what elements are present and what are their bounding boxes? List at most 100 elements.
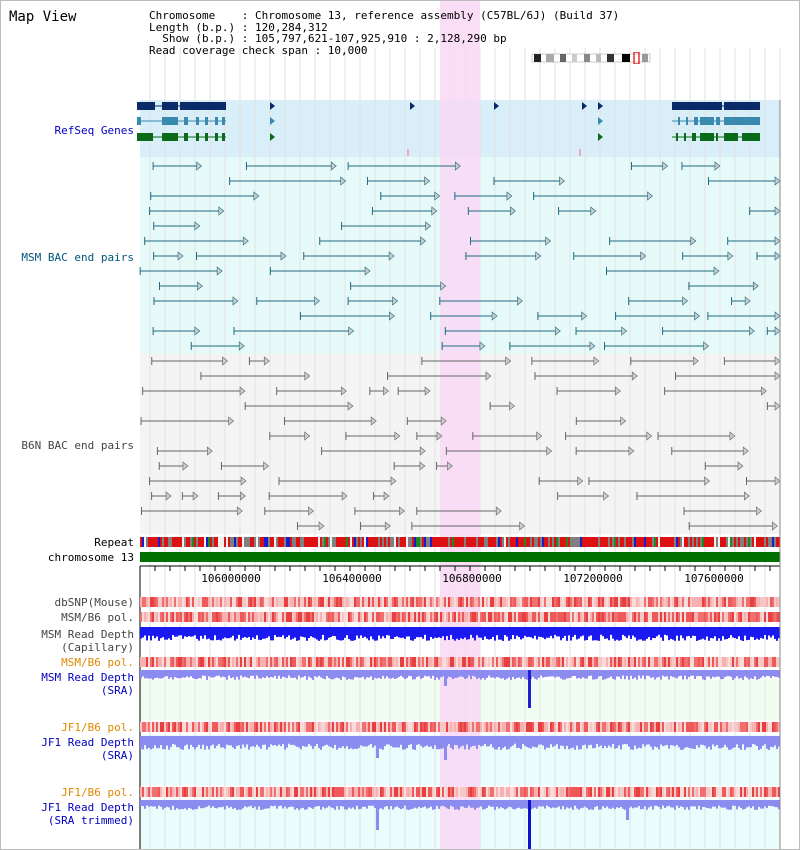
depth-bar	[358, 736, 360, 748]
heat-cell	[234, 657, 236, 667]
heat-cell	[476, 612, 478, 622]
track-label-repeat[interactable]: Repeat	[94, 536, 134, 549]
depth-bar	[690, 800, 692, 807]
depth-bar	[708, 800, 710, 809]
track-label-jf1-depth-trimmed[interactable]: JF1 Read Depth	[41, 801, 134, 814]
heat-cell	[380, 722, 382, 732]
heat-cell	[492, 787, 494, 797]
heat-cell	[712, 657, 714, 667]
heat-cell	[588, 657, 590, 667]
track-label-msm-b6-pol-1[interactable]: MSM/B6 pol.	[61, 611, 134, 624]
depth-bar	[426, 670, 428, 677]
track-label-msm-b6-pol-2[interactable]: MSM/B6 pol.	[61, 656, 134, 669]
heat-cell	[564, 722, 566, 732]
heat-cell	[366, 597, 368, 607]
heat-cell	[588, 612, 590, 622]
heat-cell	[762, 722, 764, 732]
heat-cell	[234, 597, 236, 607]
repeat-segment	[262, 537, 264, 547]
depth-bar	[494, 800, 496, 810]
track-label-jf1-b6-pol-1[interactable]: JF1/B6 pol.	[61, 721, 134, 734]
track-label-b6n-bac[interactable]: B6N BAC end pairs	[21, 439, 134, 452]
depth-bar	[382, 800, 384, 810]
depth-bar	[148, 670, 150, 679]
depth-bar	[396, 670, 398, 679]
depth-bar	[600, 670, 602, 677]
heat-cell	[274, 657, 276, 667]
depth-bar	[426, 627, 428, 641]
heat-cell	[712, 612, 714, 622]
bac-pair-arrow	[263, 356, 270, 366]
heat-cell	[718, 787, 720, 797]
heat-cell	[462, 722, 464, 732]
depth-bar	[176, 800, 178, 809]
depth-bar	[520, 670, 522, 679]
heat-cell	[684, 722, 686, 732]
depth-bar	[362, 800, 364, 807]
gene-exon	[137, 102, 155, 110]
depth-bar	[522, 736, 524, 745]
heat-cell	[546, 787, 548, 797]
heat-cell	[236, 787, 238, 797]
heat-cell	[588, 597, 590, 607]
heat-cell	[660, 597, 662, 607]
heat-cell	[254, 612, 256, 622]
track-label-refseq[interactable]: RefSeq Genes	[54, 124, 134, 137]
chromosome-ideogram[interactable]	[530, 52, 651, 64]
repeat-segment	[476, 537, 478, 547]
heat-cell	[222, 612, 224, 622]
heat-cell	[610, 612, 612, 622]
track-label-msm-depth-capillary[interactable]: MSM Read Depth	[41, 628, 134, 641]
heat-cell	[280, 597, 282, 607]
depth-bar	[316, 670, 318, 678]
heat-cell	[640, 597, 642, 607]
depth-bar	[498, 670, 500, 678]
track-label-chromosome[interactable]: chromosome 13	[47, 551, 134, 564]
depth-bar	[522, 627, 524, 639]
heat-cell	[346, 657, 348, 667]
repeat-segment	[174, 537, 176, 547]
depth-bar	[470, 670, 472, 680]
depth-bar	[490, 627, 492, 639]
depth-bar	[520, 736, 522, 750]
heat-cell	[140, 612, 142, 622]
track-label-jf1-b6-pol-2[interactable]: JF1/B6 pol.	[61, 786, 134, 799]
heat-cell	[754, 657, 756, 667]
repeat-segment	[360, 537, 362, 547]
heat-cell	[294, 612, 296, 622]
depth-bar	[452, 736, 454, 750]
heat-cell	[636, 612, 638, 622]
repeat-segment	[196, 537, 198, 547]
track-label-jf1-depth-sra[interactable]: JF1 Read Depth	[41, 736, 134, 749]
depth-bar	[686, 736, 688, 748]
heat-cell	[198, 612, 200, 622]
repeat-segment	[500, 537, 502, 547]
heat-cell	[442, 657, 444, 667]
track-label-msm-bac[interactable]: MSM BAC end pairs	[21, 251, 134, 264]
show-range-info: Show (b.p.) : 105,797,621-107,925,910 : …	[149, 32, 507, 45]
depth-bar	[500, 736, 502, 750]
heat-cell	[446, 612, 448, 622]
depth-bar	[248, 800, 250, 807]
heat-cell	[440, 787, 442, 797]
heat-cell	[570, 722, 572, 732]
heat-cell	[754, 787, 756, 797]
depth-bar	[544, 736, 546, 750]
depth-bar	[682, 627, 684, 639]
depth-bar	[516, 627, 518, 636]
heat-cell	[370, 722, 372, 732]
depth-bar	[368, 736, 370, 746]
depth-bar	[586, 670, 588, 679]
heat-cell	[294, 722, 296, 732]
depth-bar	[158, 800, 160, 806]
track-label-dbsnp[interactable]: dbSNP(Mouse)	[54, 596, 134, 609]
depth-bar	[766, 736, 768, 749]
depth-bar	[288, 800, 290, 808]
track-label-msm-depth-sra[interactable]: MSM Read Depth	[41, 671, 134, 684]
heat-cell	[662, 612, 664, 622]
depth-bar	[270, 670, 272, 677]
depth-bar	[666, 800, 668, 807]
depth-bar	[430, 800, 432, 807]
repeat-segment	[602, 537, 604, 547]
